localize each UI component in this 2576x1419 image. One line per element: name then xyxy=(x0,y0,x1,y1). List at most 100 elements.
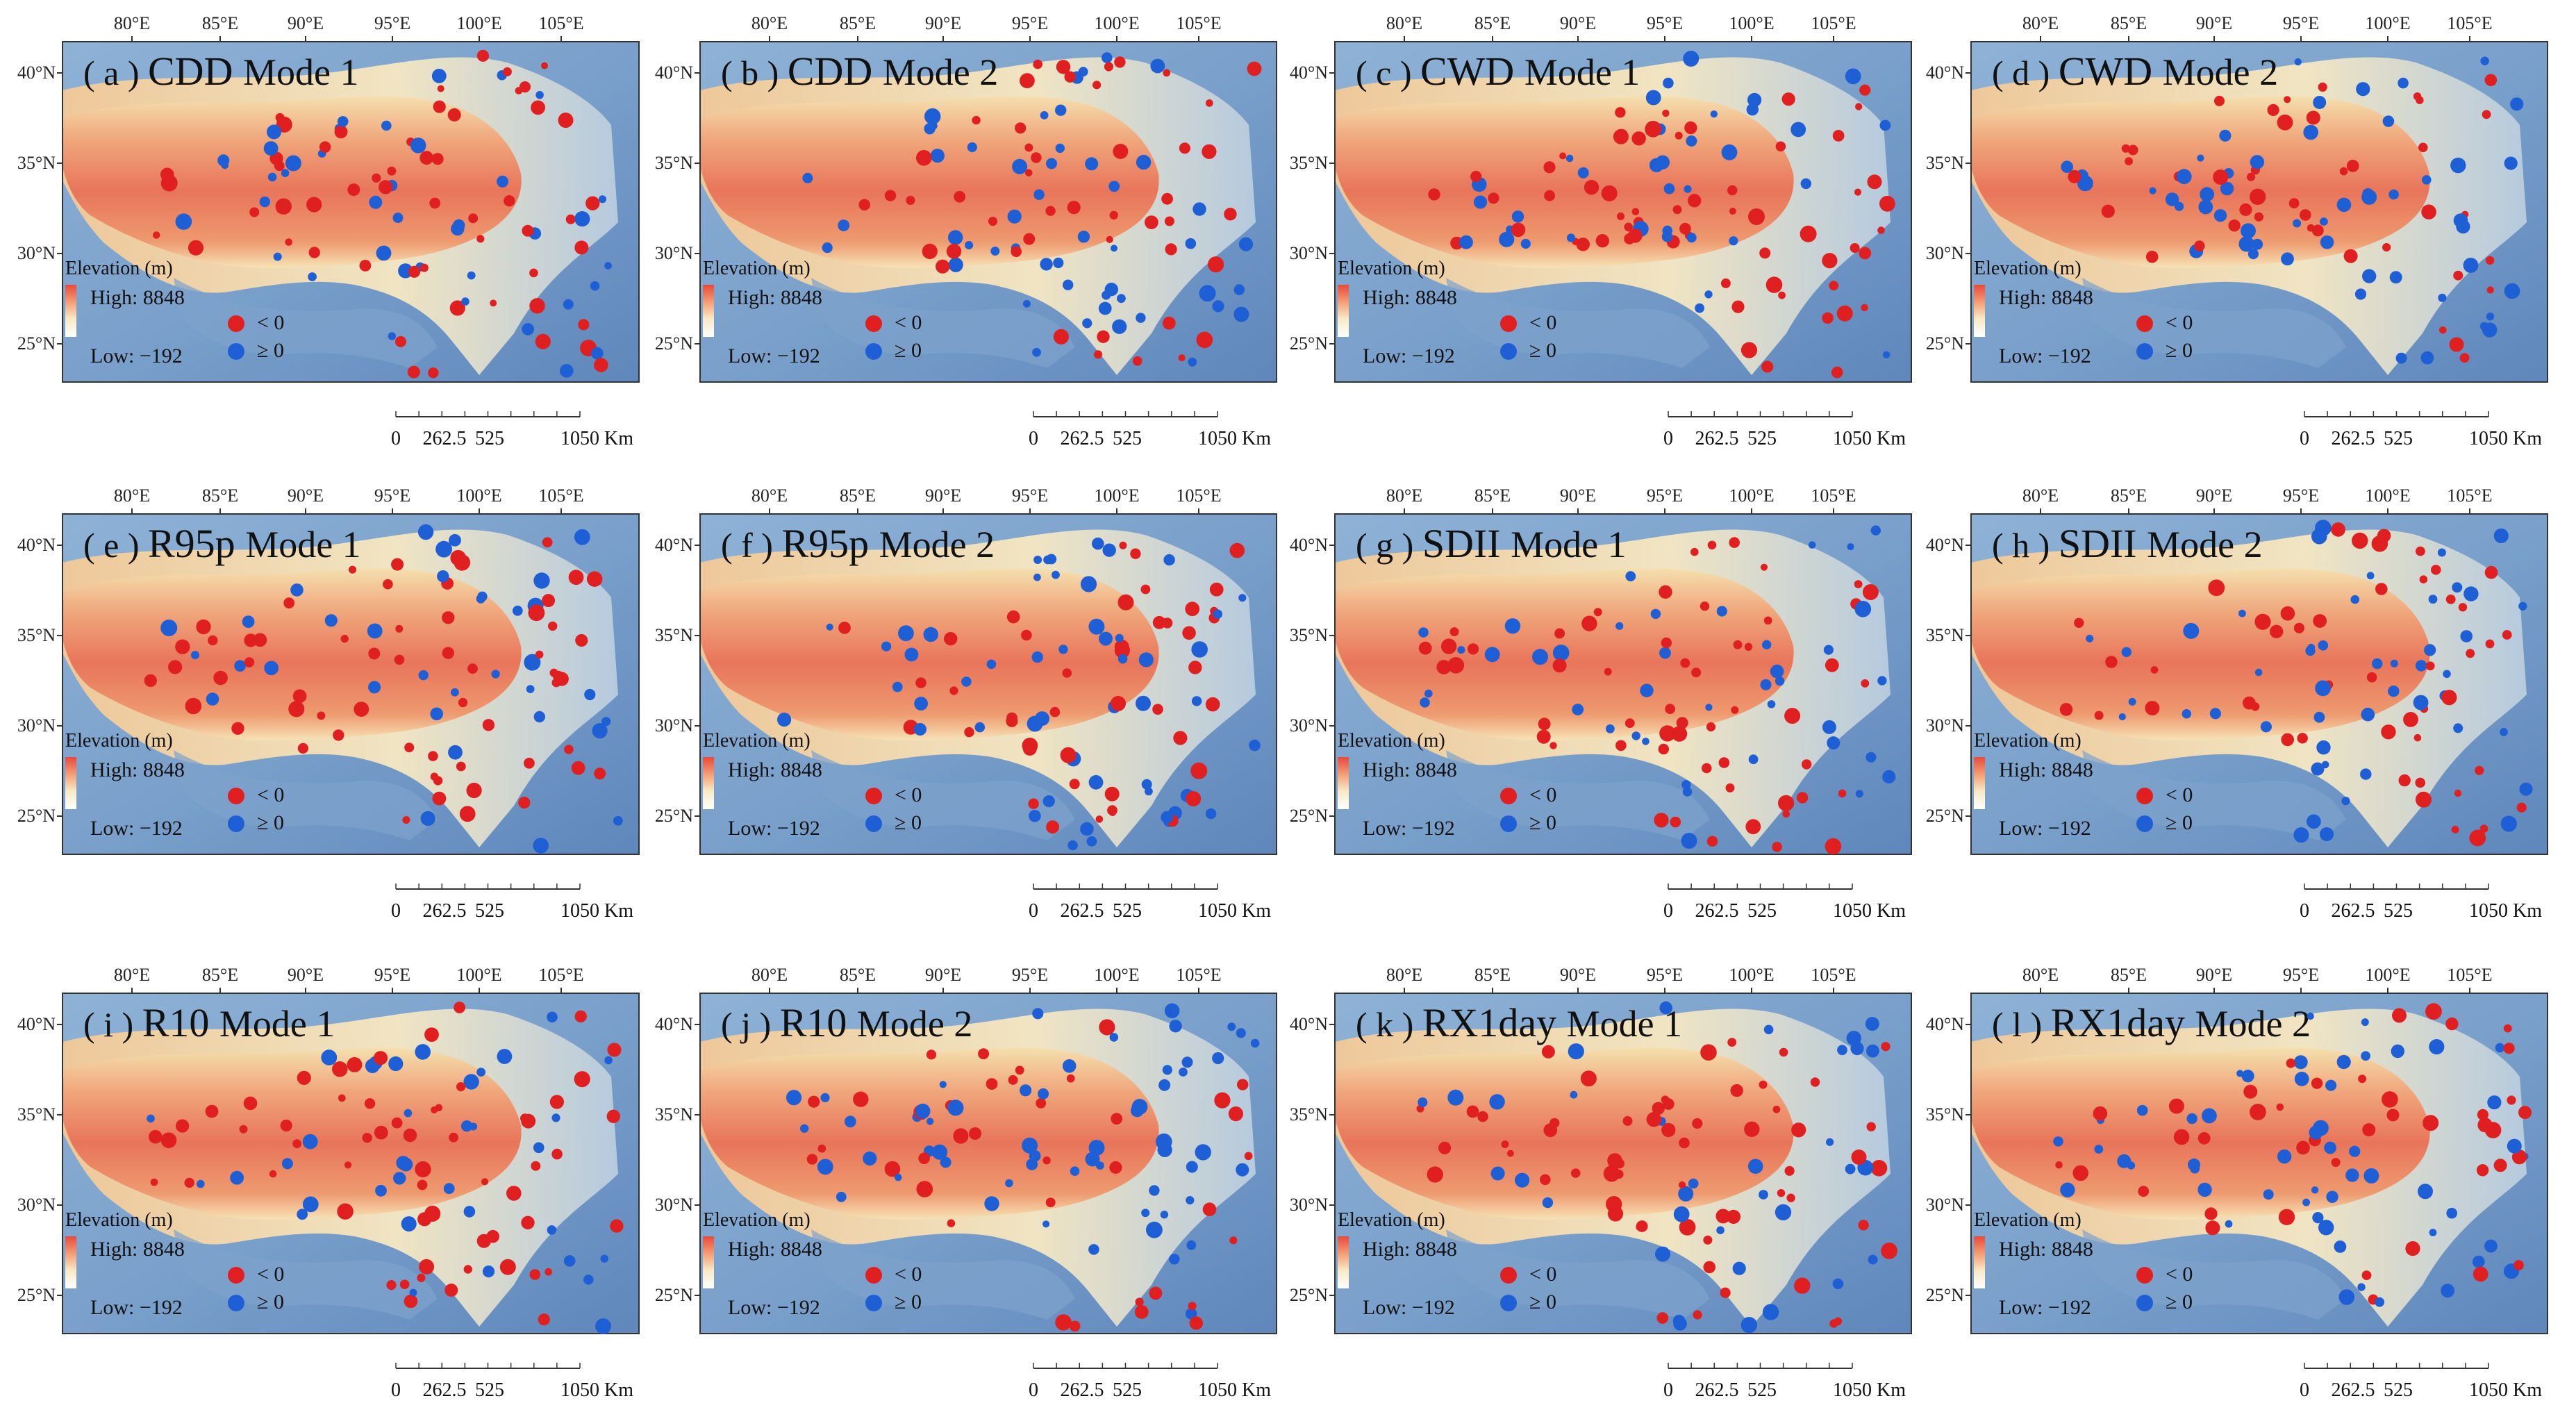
station-positive xyxy=(1688,1178,1699,1189)
station-negative xyxy=(2284,96,2291,103)
station-positive xyxy=(560,364,574,378)
station-positive xyxy=(984,1196,999,1211)
station-negative xyxy=(1607,1206,1624,1222)
lon-tick-label: 85°E xyxy=(1474,13,1511,33)
panel-label: ( f ) xyxy=(721,526,781,565)
lat-tick-label: 35°N xyxy=(655,625,693,645)
station-dots xyxy=(2061,56,2524,365)
station-negative xyxy=(2101,204,2115,218)
station-positive xyxy=(1179,1068,1188,1077)
station-positive xyxy=(2388,686,2400,697)
station-positive xyxy=(1489,1094,1505,1110)
map-frame xyxy=(1334,993,1912,1334)
station-negative xyxy=(431,153,444,165)
lon-tick-label: 100°E xyxy=(1729,13,1774,33)
station-negative xyxy=(1636,1220,1648,1232)
station-negative xyxy=(239,1125,248,1134)
station-negative xyxy=(1692,1118,1703,1129)
legend-high: High: 8848 xyxy=(1999,1238,2093,1261)
station-negative xyxy=(1881,1243,1897,1259)
station-positive xyxy=(2313,96,2327,109)
station-positive xyxy=(147,1114,155,1123)
station-dots xyxy=(2059,520,2533,847)
station-negative xyxy=(538,1313,550,1326)
station-positive xyxy=(2183,622,2200,639)
scalebar-tick-label: 0 xyxy=(391,428,401,449)
panel-title: ( d ) CWD Mode 2 xyxy=(1992,49,2278,94)
station-positive xyxy=(2176,169,2192,185)
station-negative xyxy=(1428,188,1440,201)
station-negative xyxy=(916,150,932,166)
scalebar-tick-label: 1050 xyxy=(2469,428,2508,449)
station-positive xyxy=(1249,739,1261,752)
station-positive xyxy=(435,540,452,558)
station-positive xyxy=(451,688,459,697)
station-negative xyxy=(2213,169,2229,185)
station-negative xyxy=(1033,59,1042,69)
legend-positive-dot xyxy=(2136,1295,2153,1311)
station-positive xyxy=(2487,1095,2502,1110)
station-negative xyxy=(2425,661,2435,671)
station-positive xyxy=(1070,1166,1080,1176)
station-negative xyxy=(2125,157,2133,166)
station-positive xyxy=(1099,631,1113,646)
station-negative xyxy=(1036,1098,1047,1109)
legend-negative: < 0 xyxy=(2166,783,2193,806)
lon-tick-label: 100°E xyxy=(1729,486,1774,506)
station-negative xyxy=(1418,641,1432,655)
elevation-colorbar xyxy=(703,1236,714,1288)
station-negative xyxy=(2449,337,2464,352)
station-positive xyxy=(467,271,476,280)
station-positive xyxy=(1031,651,1043,663)
station-positive xyxy=(1732,1261,1746,1275)
station-positive xyxy=(1740,1317,1758,1334)
station-negative xyxy=(2339,167,2348,176)
lon-tick-label: 95°E xyxy=(374,965,410,985)
station-positive xyxy=(2349,1145,2361,1157)
legend-low: Low: −192 xyxy=(1999,345,2091,367)
station-negative xyxy=(504,195,515,207)
station-negative xyxy=(2293,622,2304,633)
scalebar: 0 262.5 525 1050 Km xyxy=(1663,1363,1906,1401)
station-negative xyxy=(1114,56,1126,68)
station-negative xyxy=(1794,1277,1811,1294)
station-positive xyxy=(368,681,381,694)
station-positive xyxy=(1181,1056,1193,1068)
station-positive xyxy=(2293,219,2302,228)
station-negative xyxy=(283,597,295,609)
panel-title: ( j ) R10 Mode 2 xyxy=(721,1000,972,1045)
lon-tick-label: 105°E xyxy=(1811,965,1856,985)
station-positive xyxy=(863,1151,877,1165)
lon-tick-label: 85°E xyxy=(1474,486,1511,506)
station-positive xyxy=(2060,1182,2075,1197)
station-positive xyxy=(1659,647,1671,659)
station-positive xyxy=(2086,634,2094,642)
station-positive xyxy=(1085,1152,1100,1167)
station-positive xyxy=(1568,1043,1584,1060)
station-negative xyxy=(149,1129,163,1144)
panel-mode: Mode 1 xyxy=(1524,51,1640,93)
station-positive xyxy=(2307,814,2321,829)
station-positive xyxy=(1882,770,1896,783)
station-positive xyxy=(2518,601,2527,611)
lon-tick-label: 95°E xyxy=(1647,965,1683,985)
legend-positive: ≥ 0 xyxy=(257,1291,284,1313)
legend: Elevation (m) High: 8848 Low: −192 < 0 ≥ 0 xyxy=(1338,1209,1556,1319)
station-positive xyxy=(2200,1186,2210,1197)
station-negative xyxy=(947,1219,956,1227)
legend-low: Low: −192 xyxy=(1999,817,2091,840)
station-negative xyxy=(2381,724,2396,740)
scalebar: 0 262.5 525 1050 Km xyxy=(1029,883,1271,922)
lat-tick-label: 40°N xyxy=(1926,535,1964,555)
station-positive xyxy=(375,1184,387,1197)
station-negative xyxy=(574,1071,590,1088)
station-negative xyxy=(515,87,523,94)
station-negative xyxy=(1536,729,1551,744)
station-negative xyxy=(2331,1158,2341,1167)
station-negative xyxy=(1506,1150,1514,1157)
panel-index: R10 xyxy=(780,1000,857,1045)
station-negative xyxy=(1501,1140,1509,1148)
station-negative xyxy=(2403,712,2418,727)
station-positive xyxy=(2418,1184,2433,1200)
panel-label: ( l ) xyxy=(1992,1005,2051,1044)
